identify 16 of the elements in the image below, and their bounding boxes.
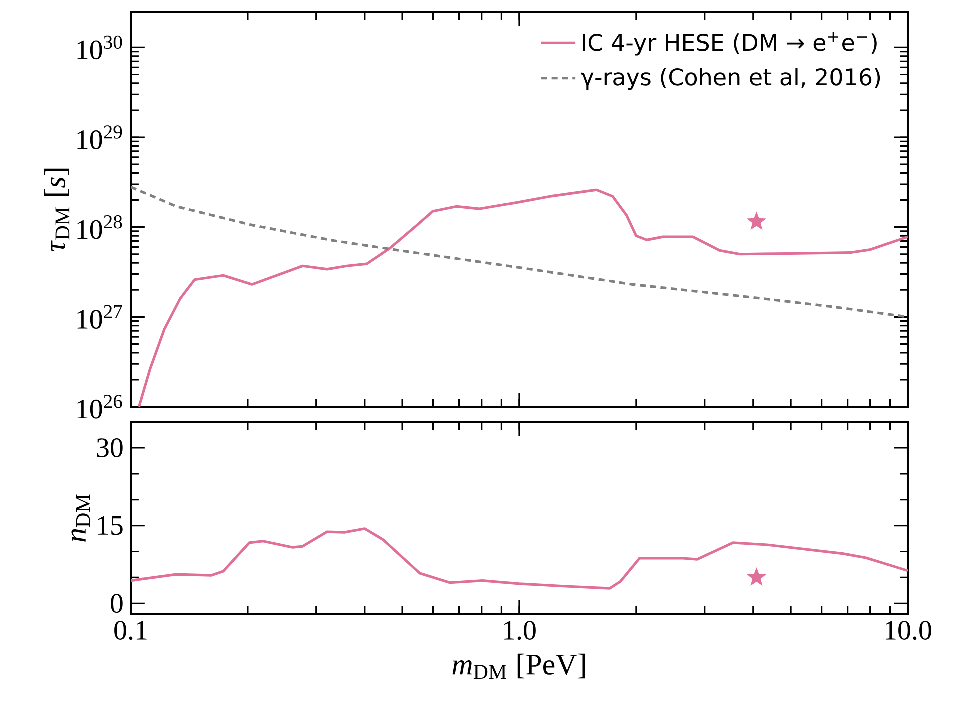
legend-label: IC 4-yr HESE (DM → e$^{+}$e$^{−}$) (583, 32, 877, 56)
y-tick-label: 30 (97, 438, 123, 458)
x-axis-title: m$_{DM}$ [PeV] (452, 654, 586, 679)
y-axis-title: n$_{DM}$ (72, 494, 90, 542)
y-tick-label: 0 (110, 594, 123, 614)
x-tick-label: 0.1 (114, 621, 147, 640)
x-tick-label: 10.0 (886, 621, 932, 640)
x-tick-label: 1.0 (504, 621, 536, 640)
y-tick-label: 10$^{29}$ (78, 126, 122, 150)
y-tick-label: 10$^{30}$ (78, 36, 122, 60)
y-axis-title: τ$_{DM}$ [s] (44, 168, 70, 252)
y-tick-label: 15 (98, 516, 123, 536)
y-tick-label: 10$^{28}$ (78, 215, 122, 240)
legend-label: γ-rays (Cohen et al, 2016) (581, 68, 880, 90)
y-tick-label: 10$^{27}$ (78, 305, 122, 330)
y-tick-label: 10$^{26}$ (78, 395, 122, 419)
